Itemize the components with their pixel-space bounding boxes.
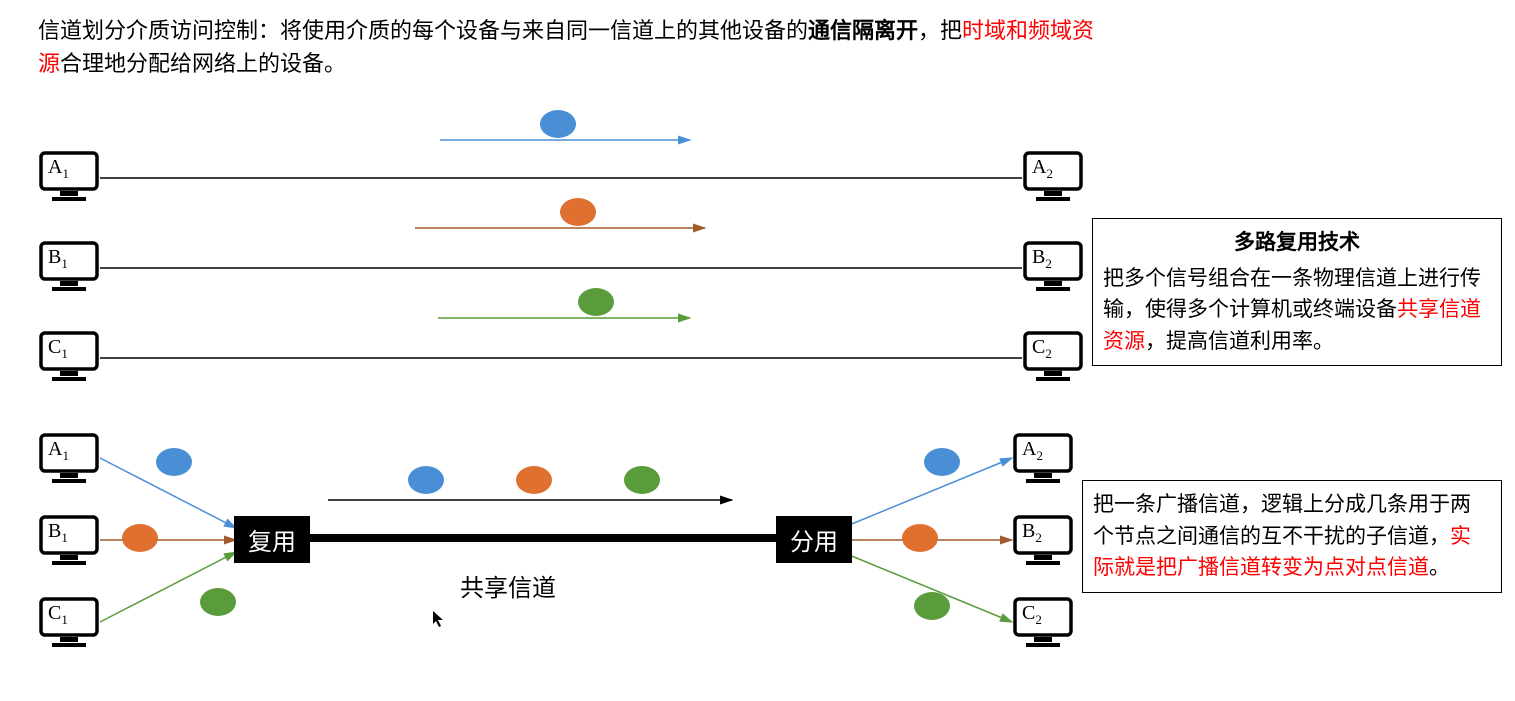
header-text-c: ，把 [918, 18, 962, 43]
monitor-label: B2 [1032, 246, 1052, 272]
monitor-label: C1 [48, 336, 68, 362]
packet-center-0 [408, 466, 444, 494]
monitor-label: A2 [1022, 438, 1043, 464]
mouse-cursor-icon [432, 610, 446, 633]
monitor-lower-B1: B1 [38, 514, 100, 568]
monitor-label: A1 [48, 156, 69, 182]
infobox1-body: 把多个信号组合在一条物理信道上进行传输，使得多个计算机或终端设备共享信道资源，提… [1103, 263, 1491, 358]
monitor-label: C2 [1022, 602, 1042, 628]
monitor-C2: C2 [1022, 330, 1084, 384]
monitor-C1: C1 [38, 330, 100, 384]
monitor-label: B1 [48, 246, 68, 272]
packet-right-0 [924, 448, 960, 476]
shared-channel-line [300, 534, 776, 542]
mux-box: 复用 [234, 516, 310, 563]
packet-left-0 [156, 448, 192, 476]
packet-upper-2 [578, 288, 614, 316]
monitor-B1: B1 [38, 240, 100, 294]
monitor-lower-B2: B2 [1012, 514, 1074, 568]
monitor-label: B1 [48, 520, 68, 546]
infobox-multiplexing: 多路复用技术 把多个信号组合在一条物理信道上进行传输，使得多个计算机或终端设备共… [1092, 218, 1502, 366]
packet-left-2 [200, 588, 236, 616]
monitor-label: C1 [48, 602, 68, 628]
packet-center-1 [516, 466, 552, 494]
packet-upper-1 [560, 198, 596, 226]
monitor-A2: A2 [1022, 150, 1084, 204]
monitor-lower-C2: C2 [1012, 596, 1074, 650]
infobox1-title: 多路复用技术 [1103, 227, 1491, 259]
infobox2-body: 把一条广播信道，逻辑上分成几条用于两个节点之间通信的互不干扰的子信道，实际就是把… [1093, 489, 1491, 584]
monitor-label: A2 [1032, 156, 1053, 182]
monitor-label: C2 [1032, 336, 1052, 362]
packet-upper-0 [540, 110, 576, 138]
infobox-subchannel: 把一条广播信道，逻辑上分成几条用于两个节点之间通信的互不干扰的子信道，实际就是把… [1082, 480, 1502, 593]
demux-box: 分用 [776, 516, 852, 563]
monitor-lower-C1: C1 [38, 596, 100, 650]
monitor-label: B2 [1022, 520, 1042, 546]
header-text-bold: 通信隔离开 [808, 18, 918, 43]
packet-center-2 [624, 466, 660, 494]
monitor-lower-A2: A2 [1012, 432, 1074, 486]
packet-right-1 [902, 524, 938, 552]
monitor-A1: A1 [38, 150, 100, 204]
monitor-B2: B2 [1022, 240, 1084, 294]
header-text-a: 信道划分介质访问控制：将使用介质的每个设备与来自同一信道上的其他设备的 [38, 18, 808, 43]
monitor-lower-A1: A1 [38, 432, 100, 486]
header-text-e: 合理地分配给网络上的设备。 [60, 51, 346, 76]
packet-right-2 [914, 592, 950, 620]
header-paragraph: 信道划分介质访问控制：将使用介质的每个设备与来自同一信道上的其他设备的通信隔离开… [38, 14, 1098, 80]
monitor-label: A1 [48, 438, 69, 464]
packet-left-1 [122, 524, 158, 552]
shared-channel-label: 共享信道 [460, 568, 556, 603]
